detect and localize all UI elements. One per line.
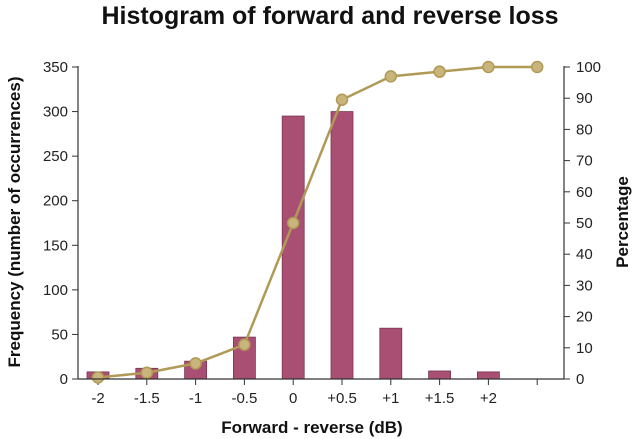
right-tick-label: 50 xyxy=(576,215,593,232)
x-tick-label: -2 xyxy=(91,390,104,407)
cumulative-line-series xyxy=(91,60,544,384)
right-tick-label: 80 xyxy=(576,121,593,138)
left-tick-label: 300 xyxy=(43,104,68,121)
cumulative-line xyxy=(97,65,538,379)
x-tick-label: +1.5 xyxy=(425,390,455,407)
right-tick-label: 70 xyxy=(576,153,593,170)
bar xyxy=(476,371,500,380)
left-axis-ticks: 0 50 100 150 200 250 300 350 xyxy=(43,59,78,388)
x-tick-label: +2 xyxy=(480,390,497,407)
left-tick-label: 0 xyxy=(60,371,68,388)
line-point xyxy=(335,93,349,107)
x-axis-ticks: -2 -1.5 -1 -0.5 0 +0.5 +1 +1.5 +2 xyxy=(91,379,538,407)
left-tick-label: 150 xyxy=(43,237,68,254)
right-tick-label: 90 xyxy=(576,90,593,107)
x-tick-label: +1 xyxy=(382,390,399,407)
left-axis-label: Frequency (number of occurrences) xyxy=(5,77,24,368)
line-point xyxy=(530,60,544,74)
line-point xyxy=(433,65,446,78)
bar xyxy=(281,115,305,380)
left-tick-label: 50 xyxy=(51,326,68,343)
left-tick-label: 250 xyxy=(43,148,68,165)
left-tick-label: 100 xyxy=(43,282,68,299)
right-tick-label: 0 xyxy=(576,371,584,388)
line-point xyxy=(189,357,202,370)
left-tick-label: 350 xyxy=(43,59,68,76)
right-tick-label: 40 xyxy=(576,246,593,263)
line-point xyxy=(384,70,398,83)
left-tick-label: 200 xyxy=(43,193,68,210)
line-point xyxy=(91,371,105,384)
line-point xyxy=(482,60,495,74)
right-tick-label: 100 xyxy=(576,59,601,76)
x-tick-label: -1.5 xyxy=(134,390,160,407)
x-tick-label: -0.5 xyxy=(231,390,257,407)
right-tick-label: 30 xyxy=(576,277,593,294)
right-tick-label: 10 xyxy=(576,340,593,357)
right-axis-label: Percentage xyxy=(613,176,632,268)
bar xyxy=(330,111,354,380)
x-tick-label: -1 xyxy=(189,390,202,407)
x-tick-label: 0 xyxy=(289,390,297,407)
right-tick-label: 20 xyxy=(576,309,593,326)
chart-title: Histogram of forward and reverse loss xyxy=(101,2,558,30)
right-axis-ticks: 0 10 20 30 40 50 60 70 80 90 100 xyxy=(564,59,601,388)
x-axis-label: Forward - reverse (dB) xyxy=(221,418,402,437)
line-point xyxy=(286,216,300,230)
bar xyxy=(379,327,403,380)
bar-series xyxy=(86,111,500,380)
line-point xyxy=(238,338,251,351)
bar xyxy=(428,370,452,380)
line-point xyxy=(140,366,154,380)
x-tick-label: +0.5 xyxy=(327,390,357,407)
right-tick-label: 60 xyxy=(576,184,593,201)
